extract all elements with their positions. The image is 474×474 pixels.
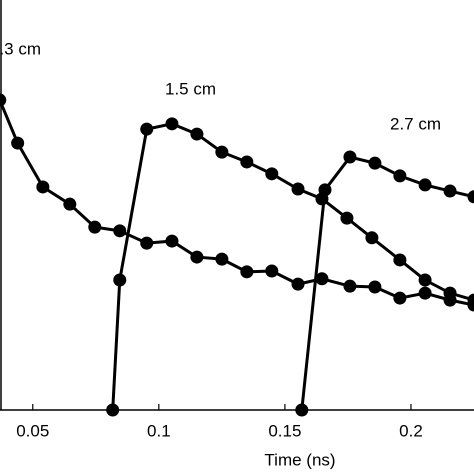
- data-point: [215, 252, 229, 266]
- data-point: [393, 253, 407, 267]
- x-tick-label: 0.2: [399, 421, 423, 440]
- data-point: [340, 211, 354, 225]
- data-point: [418, 286, 432, 300]
- data-point: [63, 197, 77, 211]
- data-point: [165, 234, 179, 248]
- series-label: 2.7 cm: [390, 114, 441, 133]
- data-point: [113, 273, 127, 287]
- data-point: [190, 127, 204, 141]
- data-point: [443, 286, 457, 300]
- data-point: [291, 277, 305, 291]
- data-point: [393, 169, 407, 183]
- data-point: [343, 279, 357, 293]
- data-point: [315, 272, 329, 286]
- data-point: [190, 250, 204, 264]
- series-label: 0.3 cm: [0, 39, 41, 58]
- data-point: [240, 265, 254, 279]
- data-point: [365, 231, 379, 245]
- data-point: [0, 93, 7, 107]
- data-point: [318, 183, 332, 197]
- x-tick-label: 0.05: [16, 421, 49, 440]
- x-axis-label: Time (ns): [264, 450, 335, 469]
- data-point: [11, 136, 25, 150]
- data-point: [265, 167, 279, 181]
- data-point: [467, 293, 474, 307]
- data-point: [36, 180, 50, 194]
- data-point: [140, 236, 154, 250]
- data-point: [295, 403, 309, 417]
- data-point: [393, 291, 407, 305]
- data-point: [215, 145, 229, 159]
- data-point: [165, 117, 179, 131]
- data-point: [240, 155, 254, 169]
- data-point: [106, 403, 120, 417]
- data-point: [368, 280, 382, 294]
- data-point: [265, 264, 279, 278]
- data-point: [467, 190, 474, 204]
- data-point: [418, 273, 432, 287]
- x-tick-label: 0.15: [268, 421, 301, 440]
- data-point: [88, 220, 102, 234]
- data-point: [368, 156, 382, 170]
- x-tick-label: 0.1: [147, 421, 171, 440]
- data-point: [418, 178, 432, 192]
- data-point: [443, 184, 457, 198]
- data-point: [140, 122, 154, 136]
- series-label: 1.5 cm: [165, 79, 216, 98]
- data-point: [343, 150, 357, 164]
- data-point: [113, 224, 127, 238]
- series-line: [111, 122, 474, 411]
- data-point: [291, 182, 305, 196]
